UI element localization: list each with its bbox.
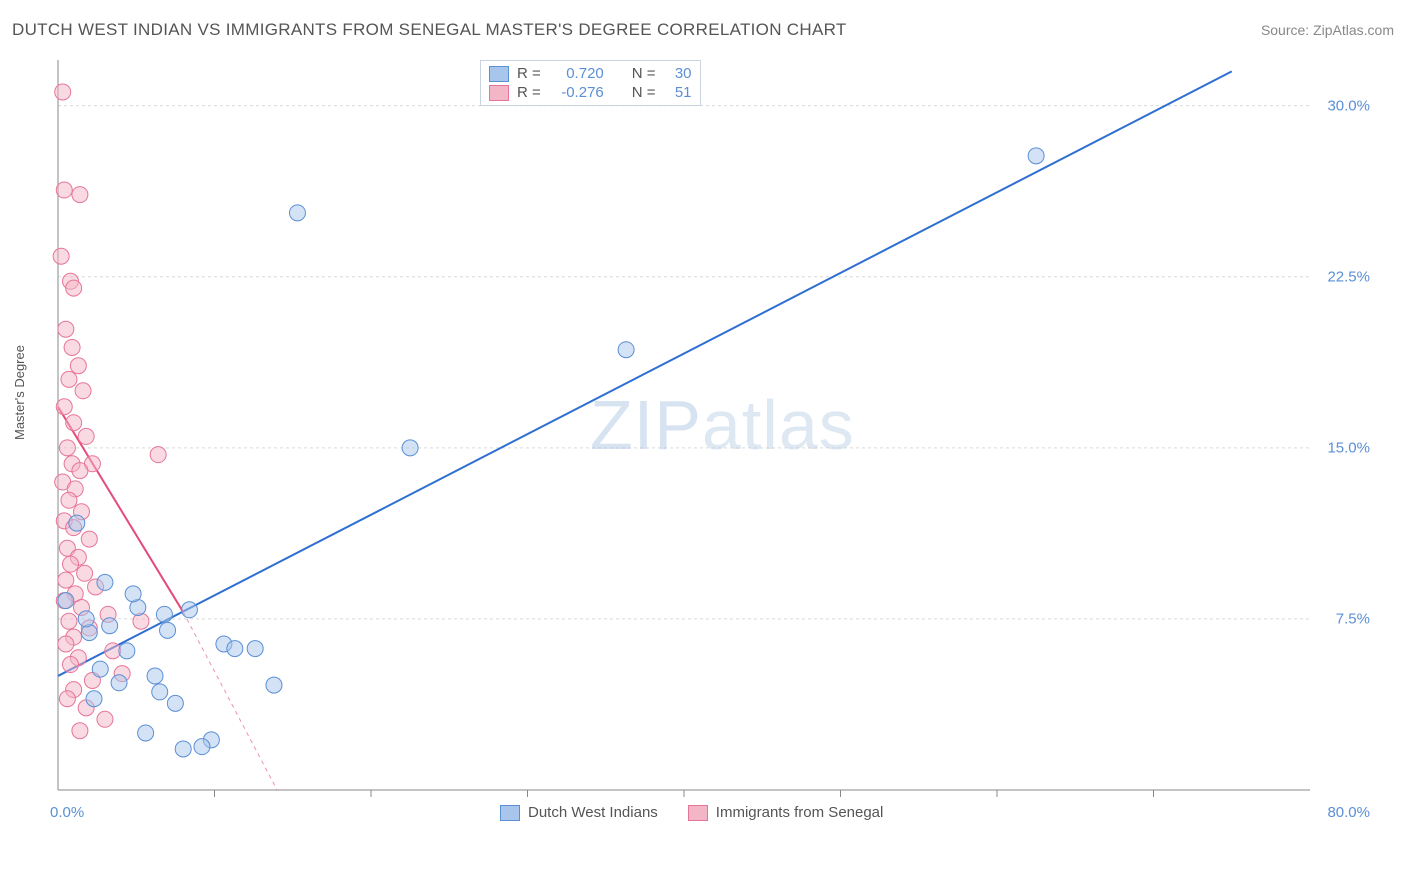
y-axis-tick: 22.5% — [1327, 268, 1370, 285]
n-value: 30 — [664, 65, 692, 82]
legend-row: R = 0.720 N = 30 — [489, 65, 692, 82]
swatch-icon — [688, 805, 708, 821]
y-axis-tick: 15.0% — [1327, 439, 1370, 456]
series-name: Immigrants from Senegal — [716, 804, 884, 821]
r-value: 0.720 — [549, 65, 604, 82]
legend-item: Immigrants from Senegal — [688, 804, 884, 821]
chart-title: DUTCH WEST INDIAN VS IMMIGRANTS FROM SEN… — [12, 20, 847, 40]
series-name: Dutch West Indians — [528, 804, 658, 821]
r-label: R = — [517, 65, 541, 82]
x-axis-tick-min: 0.0% — [50, 804, 84, 821]
swatch-icon — [489, 66, 509, 82]
correlation-legend: R = 0.720 N = 30 R = -0.276 N = 51 — [480, 60, 701, 106]
n-label: N = — [632, 65, 656, 82]
r-value: -0.276 — [549, 84, 604, 101]
series-legend: Dutch West Indians Immigrants from Seneg… — [500, 804, 883, 821]
x-axis-tick-max: 80.0% — [1327, 804, 1370, 821]
legend-row: R = -0.276 N = 51 — [489, 84, 692, 101]
y-axis-label: Master's Degree — [12, 345, 27, 440]
chart-plot-area: ZIPatlas R = 0.720 N = 30 R = -0.276 N =… — [50, 55, 1380, 825]
y-axis-tick: 30.0% — [1327, 97, 1370, 114]
source-label: Source: ZipAtlas.com — [1261, 22, 1394, 38]
legend-item: Dutch West Indians — [500, 804, 658, 821]
n-label: N = — [632, 84, 656, 101]
r-label: R = — [517, 84, 541, 101]
n-value: 51 — [664, 84, 692, 101]
scatter-chart-svg — [50, 55, 1380, 825]
swatch-icon — [500, 805, 520, 821]
swatch-icon — [489, 85, 509, 101]
y-axis-tick: 7.5% — [1336, 610, 1370, 627]
